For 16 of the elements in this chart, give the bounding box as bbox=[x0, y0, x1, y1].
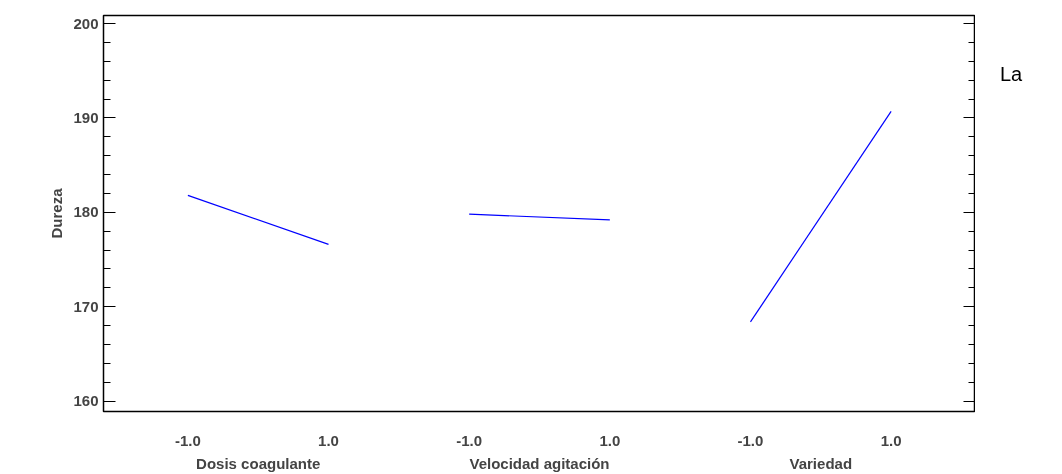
y-tick-label: 170 bbox=[73, 297, 99, 315]
x-tick-label: -1.0 bbox=[174, 431, 201, 449]
y-tick-label: 160 bbox=[73, 392, 99, 410]
x-tick-label: 1.0 bbox=[880, 431, 902, 449]
x-tick-label: -1.0 bbox=[456, 431, 483, 449]
text: Variedad bbox=[789, 454, 853, 472]
text: Dosis coagulante bbox=[196, 454, 321, 472]
x-tick-label: -1.0 bbox=[737, 431, 764, 449]
y-tick-label: 200 bbox=[73, 14, 99, 32]
text: La bbox=[1000, 62, 1023, 87]
y-tick-label: 180 bbox=[73, 203, 99, 221]
x-tick-label: 1.0 bbox=[318, 431, 339, 449]
x-tick-label: 1.0 bbox=[599, 431, 621, 449]
text: Velocidad agitación bbox=[469, 454, 610, 472]
y-tick-label: 190 bbox=[73, 108, 99, 126]
y-axis-title: Dureza bbox=[48, 187, 66, 239]
